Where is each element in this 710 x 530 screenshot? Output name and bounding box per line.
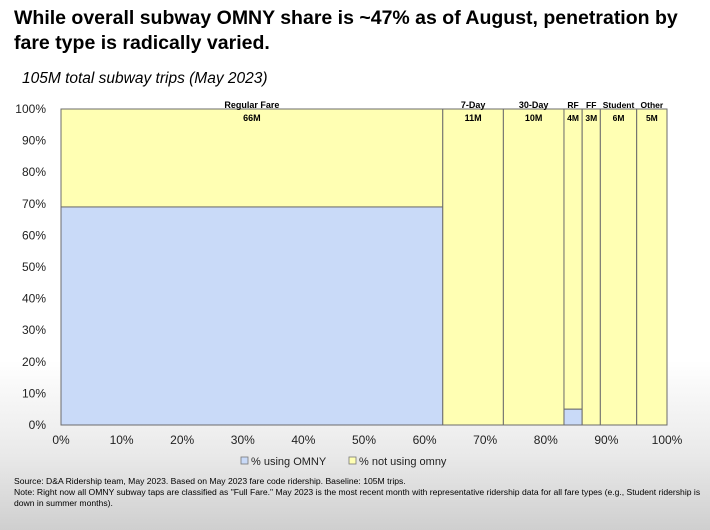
footnote: Source: D&A Ridership team, May 2023. Ba… [14,476,704,509]
x-tick-label: 50% [352,433,376,447]
category-value-label: 4M [567,113,579,123]
x-tick-label: 70% [473,433,497,447]
y-tick-label: 80% [22,165,46,179]
category-value-label: 66M [243,113,261,123]
legend-label: % not using omny [359,456,447,468]
segment-not-omny [636,108,668,426]
x-tick-label: 80% [534,433,558,447]
segment-not-omny [599,108,638,426]
category-value-label: 10M [525,113,543,123]
footnote-note: Note: Right now all OMNY subway taps are… [14,487,701,508]
y-tick-label: 100% [15,102,46,116]
category-label: FF [586,100,596,110]
category-label: 7-Day [461,100,486,110]
x-tick-label: 30% [231,433,255,447]
y-tick-label: 30% [22,323,46,337]
y-tick-label: 40% [22,292,46,306]
category-value-label: 5M [646,113,658,123]
segment-not-omny [502,108,565,426]
footnote-source: Source: D&A Ridership team, May 2023. Ba… [14,476,406,486]
segment-not-omny [563,108,583,410]
y-tick-label: 20% [22,355,46,369]
x-tick-label: 100% [652,433,683,447]
chart-subtitle: 105M total subway trips (May 2023) [22,70,268,87]
segment-not-omny [60,108,444,208]
legend-swatch [240,456,249,465]
category-label: Other [641,100,664,110]
segment-not-omny [442,108,504,426]
category-label: RF [567,100,578,110]
legend-swatch [348,456,357,465]
y-tick-label: 70% [22,197,46,211]
y-tick-label: 90% [22,134,46,148]
segment-not-omny [581,108,601,426]
y-tick-label: 50% [22,260,46,274]
marimekko-chart: 0% 10% 20% 30% 40% 50% 60% 70% 80% 90% 100% 0% 10% 20… [15,100,683,468]
category-value-label: 6M [613,113,625,123]
category-label: Student [603,100,635,110]
legend-label: % using OMNY [251,456,327,468]
category-label: 30-Day [519,100,549,110]
x-tick-label: 20% [170,433,194,447]
y-tick-label: 0% [29,418,47,432]
category-label: Regular Fare [224,100,279,110]
x-tick-label: 40% [291,433,315,447]
y-tick-label: 60% [22,228,46,242]
x-tick-label: 60% [413,433,437,447]
segment-omny [563,408,583,426]
segment-omny [60,206,444,426]
category-value-label: 11M [465,113,482,123]
chart-title: While overall subway OMNY share is ~47% … [14,7,678,54]
x-tick-label: 90% [594,433,618,447]
category-value-label: 3M [585,113,597,123]
x-tick-label: 10% [110,433,134,447]
y-tick-label: 10% [22,386,46,400]
x-tick-label: 0% [52,433,70,447]
